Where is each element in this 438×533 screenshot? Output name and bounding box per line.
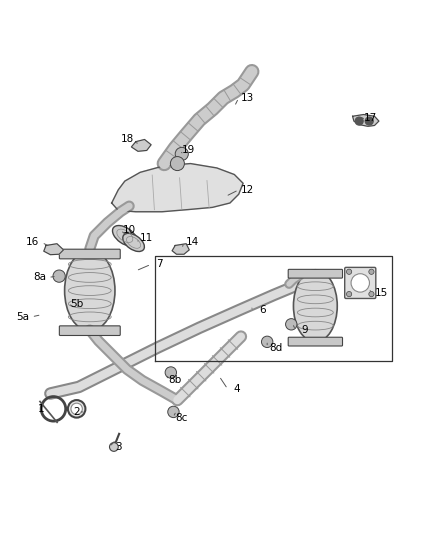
Polygon shape (112, 164, 243, 212)
Text: 8b: 8b (169, 375, 182, 385)
Polygon shape (353, 115, 379, 126)
Circle shape (286, 319, 297, 330)
Circle shape (165, 367, 177, 378)
Text: 6: 6 (259, 305, 266, 316)
Circle shape (168, 406, 179, 418)
Text: 3: 3 (115, 442, 122, 452)
Circle shape (170, 157, 184, 171)
Text: 1: 1 (38, 404, 45, 414)
Ellipse shape (113, 225, 137, 246)
Text: 5a: 5a (16, 312, 29, 322)
Circle shape (365, 117, 373, 125)
Circle shape (71, 403, 82, 415)
Polygon shape (172, 244, 189, 254)
Text: 8c: 8c (176, 413, 188, 423)
Text: 13: 13 (241, 93, 254, 103)
Text: 5b: 5b (70, 298, 83, 309)
Circle shape (110, 442, 118, 451)
Circle shape (346, 292, 352, 297)
Text: 4: 4 (233, 384, 240, 394)
FancyBboxPatch shape (59, 249, 120, 259)
Circle shape (68, 400, 85, 418)
Text: 9: 9 (301, 325, 308, 335)
Circle shape (346, 269, 352, 274)
Text: 14: 14 (186, 237, 199, 247)
Ellipse shape (293, 270, 337, 342)
Text: 16: 16 (26, 237, 39, 247)
Text: 15: 15 (374, 288, 388, 298)
FancyBboxPatch shape (288, 337, 343, 346)
Circle shape (261, 336, 273, 348)
Circle shape (369, 292, 374, 297)
Circle shape (355, 117, 363, 125)
Text: 17: 17 (364, 112, 377, 123)
Text: 8a: 8a (33, 272, 46, 282)
Circle shape (369, 269, 374, 274)
Circle shape (351, 274, 369, 292)
Text: 7: 7 (156, 260, 163, 269)
Circle shape (175, 147, 188, 160)
FancyBboxPatch shape (288, 269, 343, 278)
Text: 19: 19 (182, 146, 195, 156)
FancyBboxPatch shape (59, 326, 120, 335)
Text: 18: 18 (120, 134, 134, 144)
Text: 12: 12 (241, 185, 254, 195)
FancyBboxPatch shape (345, 268, 376, 298)
Text: 11: 11 (140, 233, 153, 243)
Text: 2: 2 (73, 407, 80, 417)
Polygon shape (131, 140, 151, 151)
Circle shape (53, 270, 65, 282)
Ellipse shape (64, 250, 115, 331)
Text: 8d: 8d (269, 343, 283, 352)
Ellipse shape (123, 233, 145, 252)
Polygon shape (44, 244, 64, 255)
Text: 10: 10 (123, 225, 136, 235)
